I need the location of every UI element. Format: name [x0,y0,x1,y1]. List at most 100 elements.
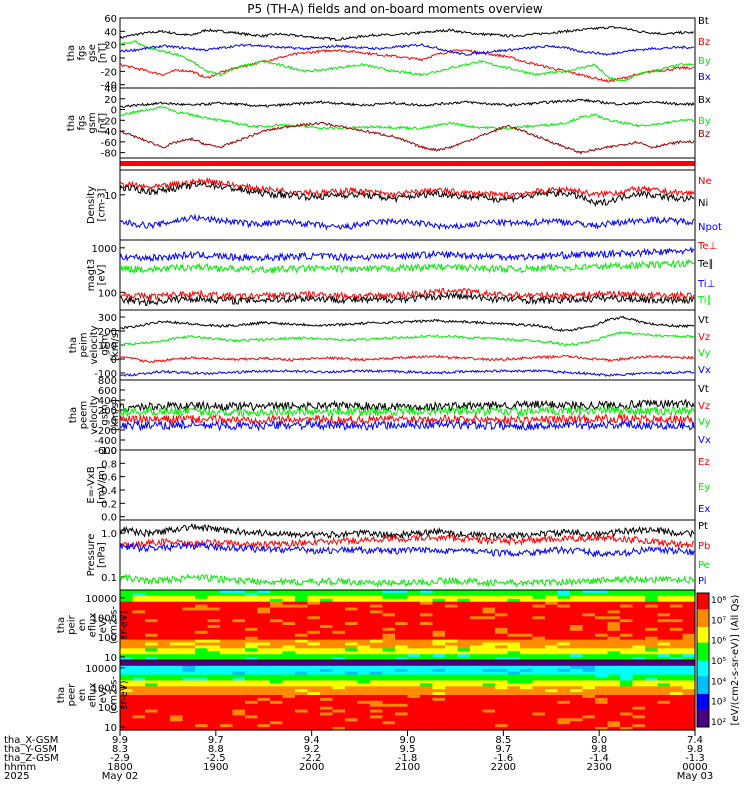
heatmap-cell [420,657,434,661]
heatmap-cell [495,639,509,644]
colorbar-tick-label: 10⁴ [711,677,726,687]
heatmap-cell [657,648,671,652]
heatmap-cell [270,721,284,725]
heatmap-cell [307,630,321,635]
y-axis-label: (cm2-s- [109,676,120,714]
heatmap-cell [582,680,596,684]
heatmap-cell [495,715,509,719]
heatmap-cell [295,683,309,687]
heatmap-cell [257,677,271,681]
heatmap-cell [470,642,484,646]
heatmap-cell [370,630,384,635]
heatmap-cell [120,671,134,676]
heatmap-cell [295,633,309,638]
heatmap-cell [195,657,209,661]
heatmap-cell [495,680,509,684]
heatmap-cell [182,692,196,696]
heatmap-cell [382,590,396,594]
heatmap-cell [407,697,421,702]
heatmap-cell [570,610,584,614]
heatmap-cell [645,645,659,649]
heatmap-cell [232,700,246,705]
heatmap-cell [395,724,409,728]
heatmap-cell [595,590,609,594]
heatmap-cell [607,627,621,632]
heatmap-cell [620,718,634,722]
heatmap-cell [557,706,571,711]
heatmap-cell [282,604,296,609]
heatmap-cell [382,671,396,676]
heatmap-cell [595,712,609,716]
heatmap-cell [207,680,221,684]
heatmap-cell [670,604,684,609]
heatmap-cell [520,680,534,684]
heatmap-cell [320,604,334,609]
heatmap-cell [332,662,346,667]
heatmap-cell [657,674,671,679]
colorbar-segment [697,677,709,681]
heatmap-cell [120,601,134,606]
heatmap-cell [482,616,496,620]
heatmap-cell [395,660,409,664]
heatmap-cell [582,697,596,702]
heatmap-cell [132,727,146,731]
heatmap-cell [632,712,646,716]
heatmap-cell [457,724,471,728]
panel-frame [119,449,696,521]
heatmap-cell [657,668,671,673]
heatmap-cell [420,627,434,632]
heatmap-cell [432,677,446,681]
heatmap-cell [420,668,434,673]
heatmap-cell [307,592,321,597]
heatmap-cell [645,627,659,632]
heatmap-cell [220,625,234,629]
heatmap-cell [532,651,546,655]
heatmap-cell [295,627,309,632]
heatmap-cell [370,695,384,699]
heatmap-cell [170,706,184,711]
heatmap-cell [632,718,646,722]
heatmap-cell [657,610,671,614]
heatmap-cell [420,665,434,670]
heatmap-cell [207,642,221,646]
heatmap-cell [270,657,284,661]
heatmap-cell [195,590,209,594]
heatmap-cell [570,692,584,696]
heatmap-cell [345,721,359,725]
heatmap-cell [307,619,321,623]
heatmap-cell [520,610,534,614]
heatmap-cell [595,709,609,714]
heatmap-cell [120,660,134,664]
heatmap-cell [332,709,346,714]
heatmap-cell [120,703,134,708]
heatmap-cell [670,665,684,670]
heatmap-cell [570,660,584,664]
heatmap-cell [482,619,496,623]
heatmap-cell [395,633,409,638]
heatmap-cell [445,630,459,635]
heatmap-cell [245,590,259,594]
x-tick-label: 9.9 [112,735,128,746]
heatmap-cell [170,700,184,705]
heatmap-cell [432,695,446,699]
heatmap-cell [495,695,509,699]
heatmap-cell [407,622,421,626]
heatmap-cell [532,677,546,681]
heatmap-cell [557,703,571,708]
heatmap-cell [670,616,684,620]
heatmap-cell [295,689,309,693]
heatmap-cell [257,595,271,600]
heatmap-cell [595,700,609,705]
heatmap-cell [645,590,659,594]
colorbar-segment [697,639,709,643]
heatmap-cell [432,671,446,676]
heatmap-cell [357,601,371,606]
heatmap-cell [495,727,509,731]
heatmap-cell [445,689,459,693]
heatmap-cell [257,601,271,606]
heatmap-cell [595,727,609,731]
heatmap-cell [457,604,471,609]
heatmap-cell [370,592,384,597]
heatmap-cell [120,683,134,687]
